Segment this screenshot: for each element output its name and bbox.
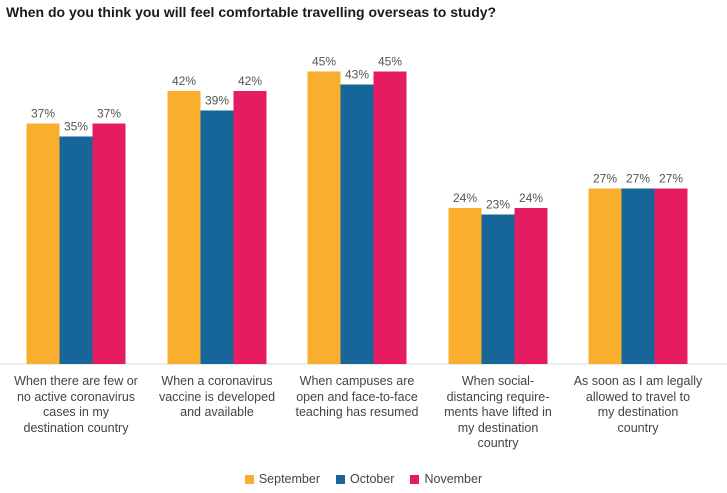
category-label-line: When a coronavirus: [161, 374, 273, 388]
bar-october-1: [59, 136, 93, 364]
data-label-september-2: 42%: [172, 74, 196, 88]
bar-september-3: [307, 71, 341, 364]
data-label-october-4: 23%: [486, 198, 510, 212]
bar-october-3: [340, 84, 374, 364]
legend: September October November: [0, 472, 727, 486]
chart-title: When do you think you will feel comforta…: [6, 4, 497, 20]
category-label-line: open and face-to-face: [296, 389, 418, 404]
data-label-november-1: 37%: [97, 107, 121, 121]
category-label-line: country: [477, 436, 519, 450]
bar-september-1: [26, 123, 60, 364]
category-label-line: my destination: [457, 420, 539, 435]
data-label-september-5: 27%: [593, 172, 617, 186]
category-label-line: When there are few or: [14, 374, 138, 388]
category-label-1: When there are few or no active coronavir…: [5, 374, 147, 436]
legend-swatch: [410, 474, 420, 484]
data-label-september-1: 37%: [31, 107, 55, 121]
bar-october-4: [481, 214, 515, 364]
bar-november-4: [514, 208, 548, 364]
data-label-october-1: 35%: [64, 120, 88, 134]
category-label-line: ments have lifted in: [444, 405, 552, 419]
data-label-november-5: 27%: [659, 172, 683, 186]
category-label-line: When social-: [461, 374, 535, 388]
category-label-line: allowed to travel to: [585, 389, 691, 404]
legend-label: October: [350, 472, 395, 486]
data-label-november-3: 45%: [378, 55, 402, 69]
data-label-november-2: 42%: [238, 74, 262, 88]
legend-swatch: [336, 474, 345, 484]
bar-october-2: [200, 110, 234, 364]
category-label-line: When campuses are: [299, 374, 415, 388]
category-label-line: cases in my: [43, 405, 109, 419]
bar-november-2: [233, 91, 267, 364]
category-label-3: When campuses are open and face-to-face te…: [286, 374, 428, 421]
category-label-line: destination country: [23, 420, 129, 435]
category-label-line: vaccine is developed: [158, 389, 276, 404]
data-label-november-4: 24%: [519, 191, 543, 205]
legend-item-october: October: [336, 472, 394, 486]
category-label-line: country: [617, 420, 659, 435]
bar-november-5: [654, 188, 688, 364]
category-label-line: teaching has resumed: [295, 405, 419, 419]
data-label-october-3: 43%: [345, 68, 369, 82]
category-label-line: my destination: [597, 405, 679, 419]
category-label-4: When social-distancing require-ments hav…: [427, 374, 569, 452]
legend-label: November: [424, 472, 483, 486]
bar-september-2: [167, 91, 201, 364]
category-label-5: As soon as I am legally allowed to travel…: [567, 374, 709, 436]
bar-november-1: [92, 123, 126, 364]
legend-swatch: [244, 474, 254, 484]
category-label-line: and available: [180, 405, 254, 419]
category-label-2: When a coronavirus vaccine is developed an…: [146, 374, 288, 421]
category-label-line: no active coronavirus: [16, 389, 136, 404]
category-label-line: As soon as I am legally: [573, 374, 703, 388]
data-label-october-5: 27%: [626, 172, 650, 186]
data-label-september-4: 24%: [453, 191, 477, 205]
category-label-line: distancing require-: [446, 389, 550, 404]
bar-october-5: [621, 188, 655, 364]
legend-label: September: [258, 472, 320, 486]
bar-november-3: [373, 71, 407, 364]
legend-item-november: November: [410, 472, 482, 486]
data-label-october-2: 39%: [205, 94, 229, 108]
data-label-september-3: 45%: [312, 55, 336, 69]
bar-september-4: [448, 208, 482, 364]
legend-item-september: September: [244, 472, 320, 486]
bar-september-5: [588, 188, 622, 364]
